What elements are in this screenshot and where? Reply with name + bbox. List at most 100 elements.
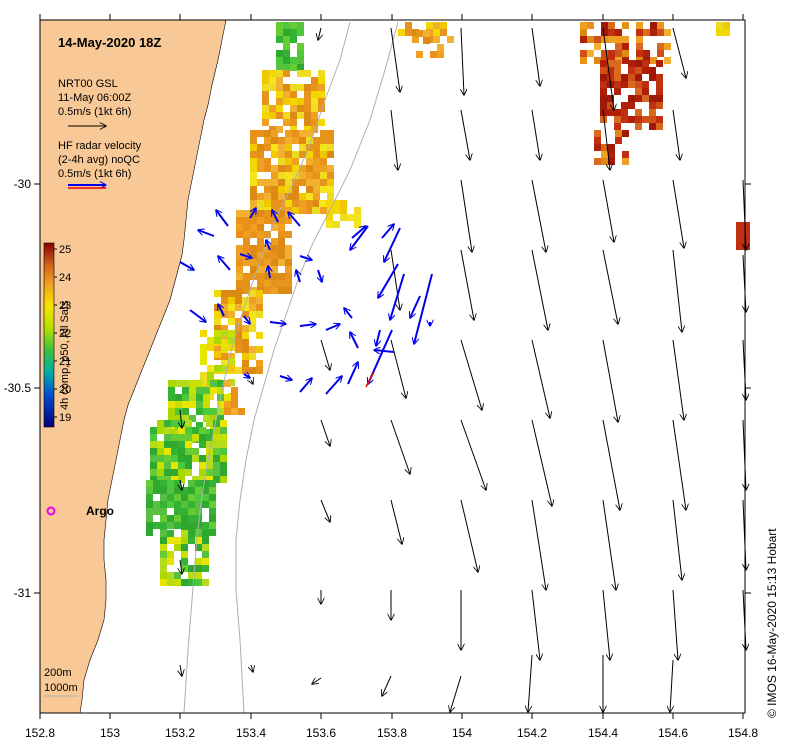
sst-cell (221, 344, 228, 351)
sst-cell (249, 311, 256, 318)
sst-cell (171, 420, 178, 427)
sst-cell (188, 579, 195, 586)
sst-cell (174, 508, 181, 515)
sst-cell (285, 158, 292, 165)
sst-cell (327, 186, 334, 193)
sst-cell (206, 462, 213, 469)
sst-cell (188, 530, 195, 537)
sst-cell (213, 448, 220, 455)
sst-cell (189, 387, 196, 394)
hf-arrow (390, 273, 405, 320)
gsl-arrow (320, 419, 330, 446)
sst-cell (271, 259, 278, 266)
sst-cell (269, 70, 276, 77)
sst-cell (174, 487, 181, 494)
sst-cell (635, 116, 642, 123)
sst-cell (175, 415, 182, 422)
sst-cell (621, 116, 628, 123)
sst-cell (207, 344, 214, 351)
sst-cell (209, 487, 216, 494)
sst-cell (203, 408, 210, 415)
sst-cell (614, 123, 621, 130)
gsl-arrow (461, 27, 464, 95)
sst-cell (621, 109, 628, 116)
sst-cell (146, 487, 153, 494)
sst-cell (601, 50, 608, 57)
sst-cell (621, 81, 628, 88)
sst-cell (320, 179, 327, 186)
sst-cell (622, 57, 629, 64)
gsl-arrow (390, 499, 402, 544)
sst-cell (642, 81, 649, 88)
sst-cell (202, 530, 209, 537)
sst-cell (250, 179, 257, 186)
hf-arrow (325, 324, 340, 331)
sst-cell (622, 158, 629, 165)
sst-cell (181, 551, 188, 558)
sst-cell (242, 360, 249, 367)
sst-cell (257, 210, 264, 217)
sst-cell (430, 51, 437, 58)
sst-cell (587, 22, 594, 29)
sst-cell (433, 36, 440, 43)
depth-legend-1000m: 1000m (44, 682, 78, 694)
sst-cell (160, 537, 167, 544)
sst-cell (333, 207, 340, 214)
hf-arrow (179, 261, 194, 270)
sst-cell (664, 43, 671, 50)
sst-cell (656, 123, 663, 130)
sst-cell (200, 330, 207, 337)
sst-cell (214, 325, 221, 332)
sst-cell (200, 344, 207, 351)
sst-cell (243, 217, 250, 224)
sst-cell (285, 245, 292, 252)
sst-cell (297, 105, 304, 112)
gsl-arrow (390, 27, 400, 92)
sst-cell (271, 137, 278, 144)
sst-cell (327, 137, 334, 144)
gsl-legend-line3: 0.5m/s (1kt 6h) (58, 106, 131, 118)
sst-cell (235, 346, 242, 353)
hf-arrow-red (365, 371, 375, 388)
sst-cell (185, 448, 192, 455)
sst-cell (181, 522, 188, 529)
sst-cell (313, 186, 320, 193)
sst-cell (278, 224, 285, 231)
sst-cell (313, 193, 320, 200)
sst-cell (285, 172, 292, 179)
sst-cell (150, 476, 157, 483)
gsl-arrow (672, 179, 684, 248)
sst-cell (628, 60, 635, 67)
sst-cell (656, 81, 663, 88)
sst-cell (164, 427, 171, 434)
sst-cell (182, 387, 189, 394)
sst-cell (228, 337, 235, 344)
sst-cell (250, 245, 257, 252)
sst-cell (614, 67, 621, 74)
sst-cell (195, 501, 202, 508)
sst-cell (299, 179, 306, 186)
sst-cell (235, 367, 242, 374)
sst-cell (292, 200, 299, 207)
sst-cell (276, 112, 283, 119)
sst-cell (327, 179, 334, 186)
sst-cell (195, 565, 202, 572)
argo-marker (46, 506, 56, 516)
sst-cell (283, 64, 290, 71)
sst-cell (285, 144, 292, 151)
sst-cell (614, 88, 621, 95)
sst-cell (264, 210, 271, 217)
sst-cell (214, 351, 221, 358)
sst-cell (306, 144, 313, 151)
hf-arrow (217, 304, 225, 317)
sst-cell (242, 297, 249, 304)
sst-cell (160, 551, 167, 558)
sst-cell (297, 70, 304, 77)
sst-cell (167, 558, 174, 565)
sst-cell (157, 448, 164, 455)
sst-cell (167, 530, 174, 537)
sst-cell (278, 200, 285, 207)
hf-arrow (218, 256, 231, 271)
sst-cell (146, 480, 153, 487)
x-tick-label: 154.4 (588, 726, 618, 740)
